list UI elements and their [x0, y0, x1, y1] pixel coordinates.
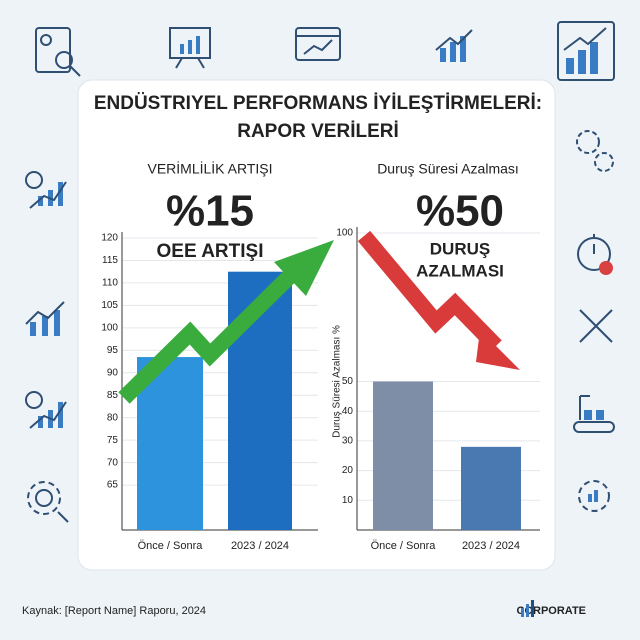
annotation-value: %50: [416, 187, 504, 236]
trend-arrow: [118, 270, 296, 404]
y-tick-label: 40: [342, 406, 354, 417]
brand-logo: [521, 600, 534, 617]
annotation-value: %15: [166, 187, 254, 236]
annotation-text: AZALMASI: [416, 261, 504, 280]
chart-title: VERİMLİLİK ARTIŞI: [147, 160, 272, 177]
y-tick-label: 80: [107, 412, 119, 423]
arrows: [118, 230, 520, 404]
y-tick-label: 105: [101, 300, 118, 311]
y-tick-label: 65: [107, 480, 119, 491]
x-tick-label: Önce / Sonra: [138, 540, 204, 552]
y-tick-label: 30: [342, 436, 354, 447]
chart-title: Duruş Süresi Azalması: [377, 161, 519, 177]
x-tick-label: Önce / Sonra: [371, 540, 437, 552]
x-tick-label: 2023 / 2024: [462, 540, 520, 552]
arrow-head: [476, 330, 520, 370]
x-tick-label: 2023 / 2024: [231, 540, 289, 552]
y-tick-label: 115: [102, 255, 118, 266]
y-tick-label: 10: [342, 495, 354, 506]
y-tick-label: 120: [101, 233, 118, 244]
y-tick-label: 100: [101, 322, 118, 333]
y-tick-label: 50: [342, 376, 354, 387]
icons: [25, 21, 615, 523]
arrow-head: [274, 240, 334, 296]
y-tick-label: 90: [107, 367, 119, 378]
bar: [373, 381, 433, 530]
y-tick-label: 95: [107, 345, 119, 356]
y-tick-label: 85: [107, 390, 119, 401]
source: Kaynak: [Report Name] Raporu, 2024: [22, 605, 206, 617]
y-tick-label: 75: [107, 435, 119, 446]
y-tick-label: 110: [102, 278, 118, 289]
y-tick-label: 100: [336, 228, 353, 239]
bar: [461, 446, 521, 530]
y-tick-label: 70: [107, 457, 119, 468]
page-title: RAPOR VERİLERİ: [237, 121, 399, 142]
y-axis-label: Duruş Süresi Azalması %: [332, 325, 343, 438]
page-title: ENDÜSTRIYEL PERFORMANS İYİLEŞTİRMELERİ:: [94, 93, 542, 114]
annotation-text: DURUŞ: [430, 239, 490, 258]
annotation-text: OEE ARTIŞI: [157, 241, 264, 262]
trend-arrow: [357, 230, 502, 352]
bar: [137, 357, 203, 530]
y-tick-label: 20: [342, 465, 354, 476]
